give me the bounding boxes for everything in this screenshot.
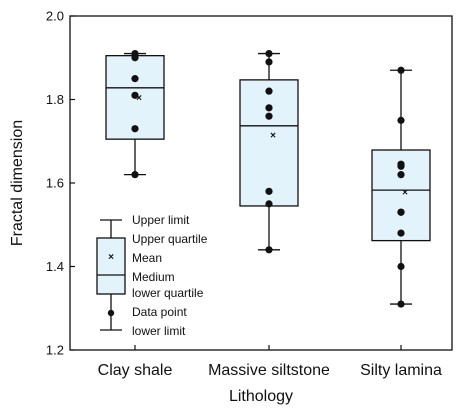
y-axis-title: Fractal dimension xyxy=(9,120,26,246)
mean-marker: × xyxy=(136,93,142,104)
data-point xyxy=(265,58,273,66)
legend-label-lower-quartile: lower quartile xyxy=(132,286,204,300)
box-massive-siltstone: × xyxy=(239,49,299,254)
legend-label-mean: Mean xyxy=(132,251,162,265)
data-point xyxy=(265,200,273,208)
data-point xyxy=(397,262,405,271)
data-point xyxy=(131,91,139,99)
legend-label-data-point: Data point xyxy=(132,305,187,319)
data-point xyxy=(131,171,139,179)
x-category-label: Massive siltstone xyxy=(208,362,330,379)
data-point xyxy=(131,125,139,133)
boxes: × × × xyxy=(105,49,431,308)
x-axis-title: Lithology xyxy=(229,388,293,405)
legend: × Upper limit Upper quartile Mean Medium… xyxy=(96,213,208,338)
x-category-label: Silty lamina xyxy=(360,362,442,379)
legend-box xyxy=(96,237,126,295)
data-point xyxy=(397,162,405,170)
legend-mean-marker: × xyxy=(108,252,114,263)
iqr-box xyxy=(239,79,299,207)
data-point xyxy=(131,75,139,83)
data-point xyxy=(265,49,273,58)
data-point xyxy=(397,229,405,237)
legend-label-upper-limit: Upper limit xyxy=(132,213,190,227)
data-point xyxy=(265,246,273,254)
y-tick-label: 1.8 xyxy=(46,92,64,107)
legend-label-lower-limit: lower limit xyxy=(132,324,186,338)
data-point xyxy=(397,300,405,308)
data-point xyxy=(131,54,139,62)
data-point xyxy=(265,104,273,112)
y-tick-label: 2.0 xyxy=(46,9,64,24)
box-clay-shale: × xyxy=(105,49,165,179)
data-point xyxy=(265,187,273,195)
y-tick-label: 1.4 xyxy=(46,259,64,274)
box-silty-lamina: × xyxy=(371,66,431,308)
data-point xyxy=(397,66,405,74)
data-point xyxy=(265,87,273,95)
legend-label-medium: Medium xyxy=(132,270,175,284)
x-category-label: Clay shale xyxy=(98,362,173,379)
mean-marker: × xyxy=(402,188,408,199)
data-point xyxy=(397,208,405,216)
data-point xyxy=(397,116,405,124)
y-tick-label: 1.6 xyxy=(46,176,64,191)
data-point xyxy=(265,112,273,120)
legend-label-upper-quartile: Upper quartile xyxy=(132,232,208,246)
y-axis: 1.2 1.4 1.6 1.8 2.0 xyxy=(46,9,75,358)
legend-data-point-marker xyxy=(107,309,115,317)
data-point xyxy=(397,171,405,179)
mean-marker: × xyxy=(270,130,276,141)
x-axis: Clay shale Massive siltstone Silty lamina xyxy=(98,345,442,379)
y-tick-label: 1.2 xyxy=(46,343,64,358)
